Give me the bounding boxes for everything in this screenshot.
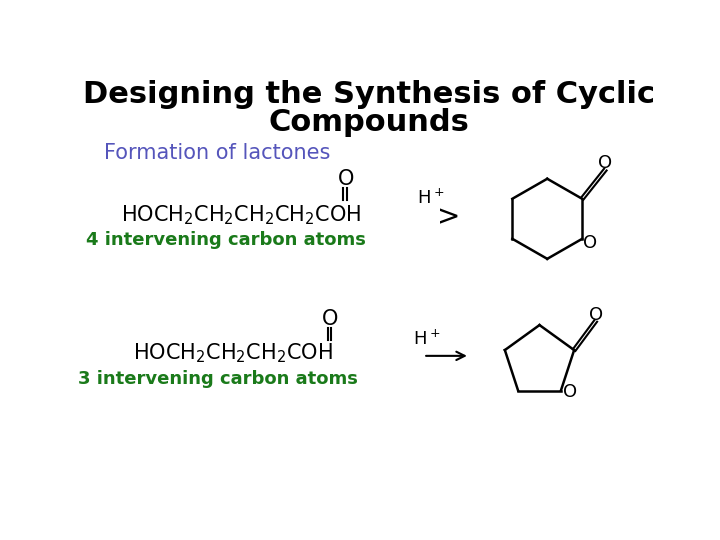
Text: O: O (598, 154, 613, 172)
Text: HOCH$_2$CH$_2$CH$_2$CH$_2$COH: HOCH$_2$CH$_2$CH$_2$CH$_2$COH (121, 203, 361, 227)
Text: H$^+$: H$^+$ (413, 329, 441, 349)
Text: O: O (582, 234, 597, 252)
Text: H$^+$: H$^+$ (418, 188, 445, 208)
Text: Compounds: Compounds (269, 108, 469, 137)
Text: HOCH$_2$CH$_2$CH$_2$COH: HOCH$_2$CH$_2$CH$_2$COH (133, 342, 333, 366)
Text: O: O (322, 309, 338, 329)
Text: 3 intervening carbon atoms: 3 intervening carbon atoms (78, 370, 358, 388)
Text: O: O (563, 383, 577, 401)
Text: 4 intervening carbon atoms: 4 intervening carbon atoms (86, 231, 366, 249)
Text: O: O (589, 306, 603, 323)
Text: Designing the Synthesis of Cyclic: Designing the Synthesis of Cyclic (83, 79, 655, 109)
Text: Formation of lactones: Formation of lactones (104, 143, 330, 163)
Text: >: > (437, 203, 461, 231)
Text: O: O (338, 169, 354, 189)
